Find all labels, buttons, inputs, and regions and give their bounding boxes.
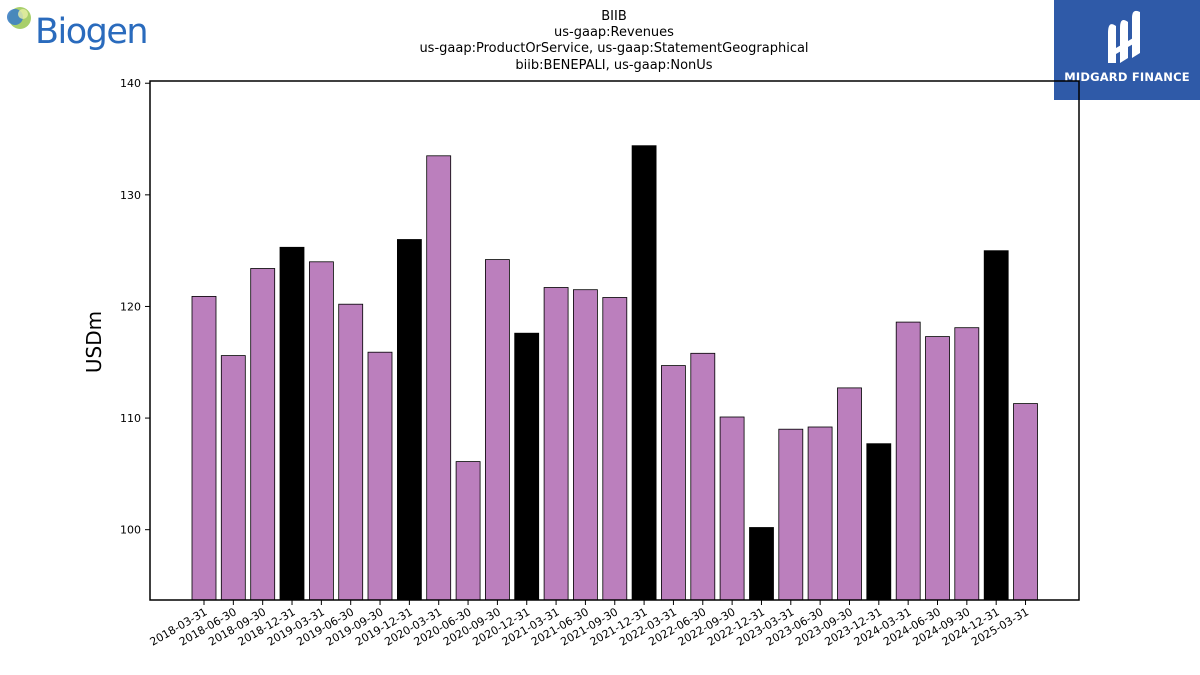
globe-icon: [7, 7, 31, 29]
bar: [983, 250, 1009, 601]
bar: [749, 527, 774, 601]
bars-group: [191, 145, 1038, 601]
bar: [367, 351, 393, 601]
bar: [455, 461, 481, 601]
bar: [573, 289, 598, 601]
midgard-finance-text: MIDGARD FINANCE: [1064, 70, 1190, 84]
x-axis-ticks: 2018-03-312018-06-302018-09-302018-12-31…: [148, 600, 1031, 649]
biogen-logo-text: Biogen: [35, 12, 149, 52]
bar: [661, 365, 686, 601]
y-tick-label: 110: [120, 412, 141, 425]
bar: [866, 443, 892, 601]
bar: [778, 428, 804, 601]
title-line: us-gaap:ProductOrService, us-gaap:Statem…: [419, 41, 808, 56]
chart-title: BIIB us-gaap:Revenues us-gaap:ProductOrS…: [419, 9, 808, 73]
bar: [1013, 403, 1038, 601]
y-axis-label: USDm: [82, 311, 106, 373]
bar: [602, 297, 628, 601]
bar: [954, 327, 980, 601]
bar: [220, 355, 246, 601]
y-tick-label: 120: [120, 300, 141, 313]
y-axis-ticks: 100 110 120 130 140: [120, 77, 150, 537]
bar: [690, 352, 716, 601]
title-line: BIIB: [601, 9, 627, 24]
midgard-mark-icon: [1108, 10, 1140, 63]
bar: [308, 261, 334, 601]
plot-frame: [149, 80, 1080, 601]
y-tick-label: 130: [120, 189, 141, 202]
bar: [631, 145, 657, 601]
title-line: biib:BENEPALI, us-gaap:NonUs: [515, 58, 712, 73]
bar: [250, 268, 276, 601]
bar: [543, 287, 569, 601]
bar: [719, 416, 745, 601]
bar: [484, 259, 510, 601]
bar: [925, 336, 950, 601]
bar: [396, 239, 422, 601]
bar: [279, 246, 305, 601]
y-tick-label: 100: [120, 524, 141, 537]
title-line: us-gaap:Revenues: [554, 25, 674, 40]
y-tick-label: 140: [120, 77, 141, 90]
bar: [191, 295, 217, 601]
bar: [895, 321, 921, 601]
bar: [338, 303, 364, 601]
bar: [807, 426, 833, 601]
bar: [837, 387, 862, 601]
bar: [514, 332, 540, 601]
biogen-logo: Biogen: [4, 4, 149, 54]
bar: [426, 155, 452, 601]
